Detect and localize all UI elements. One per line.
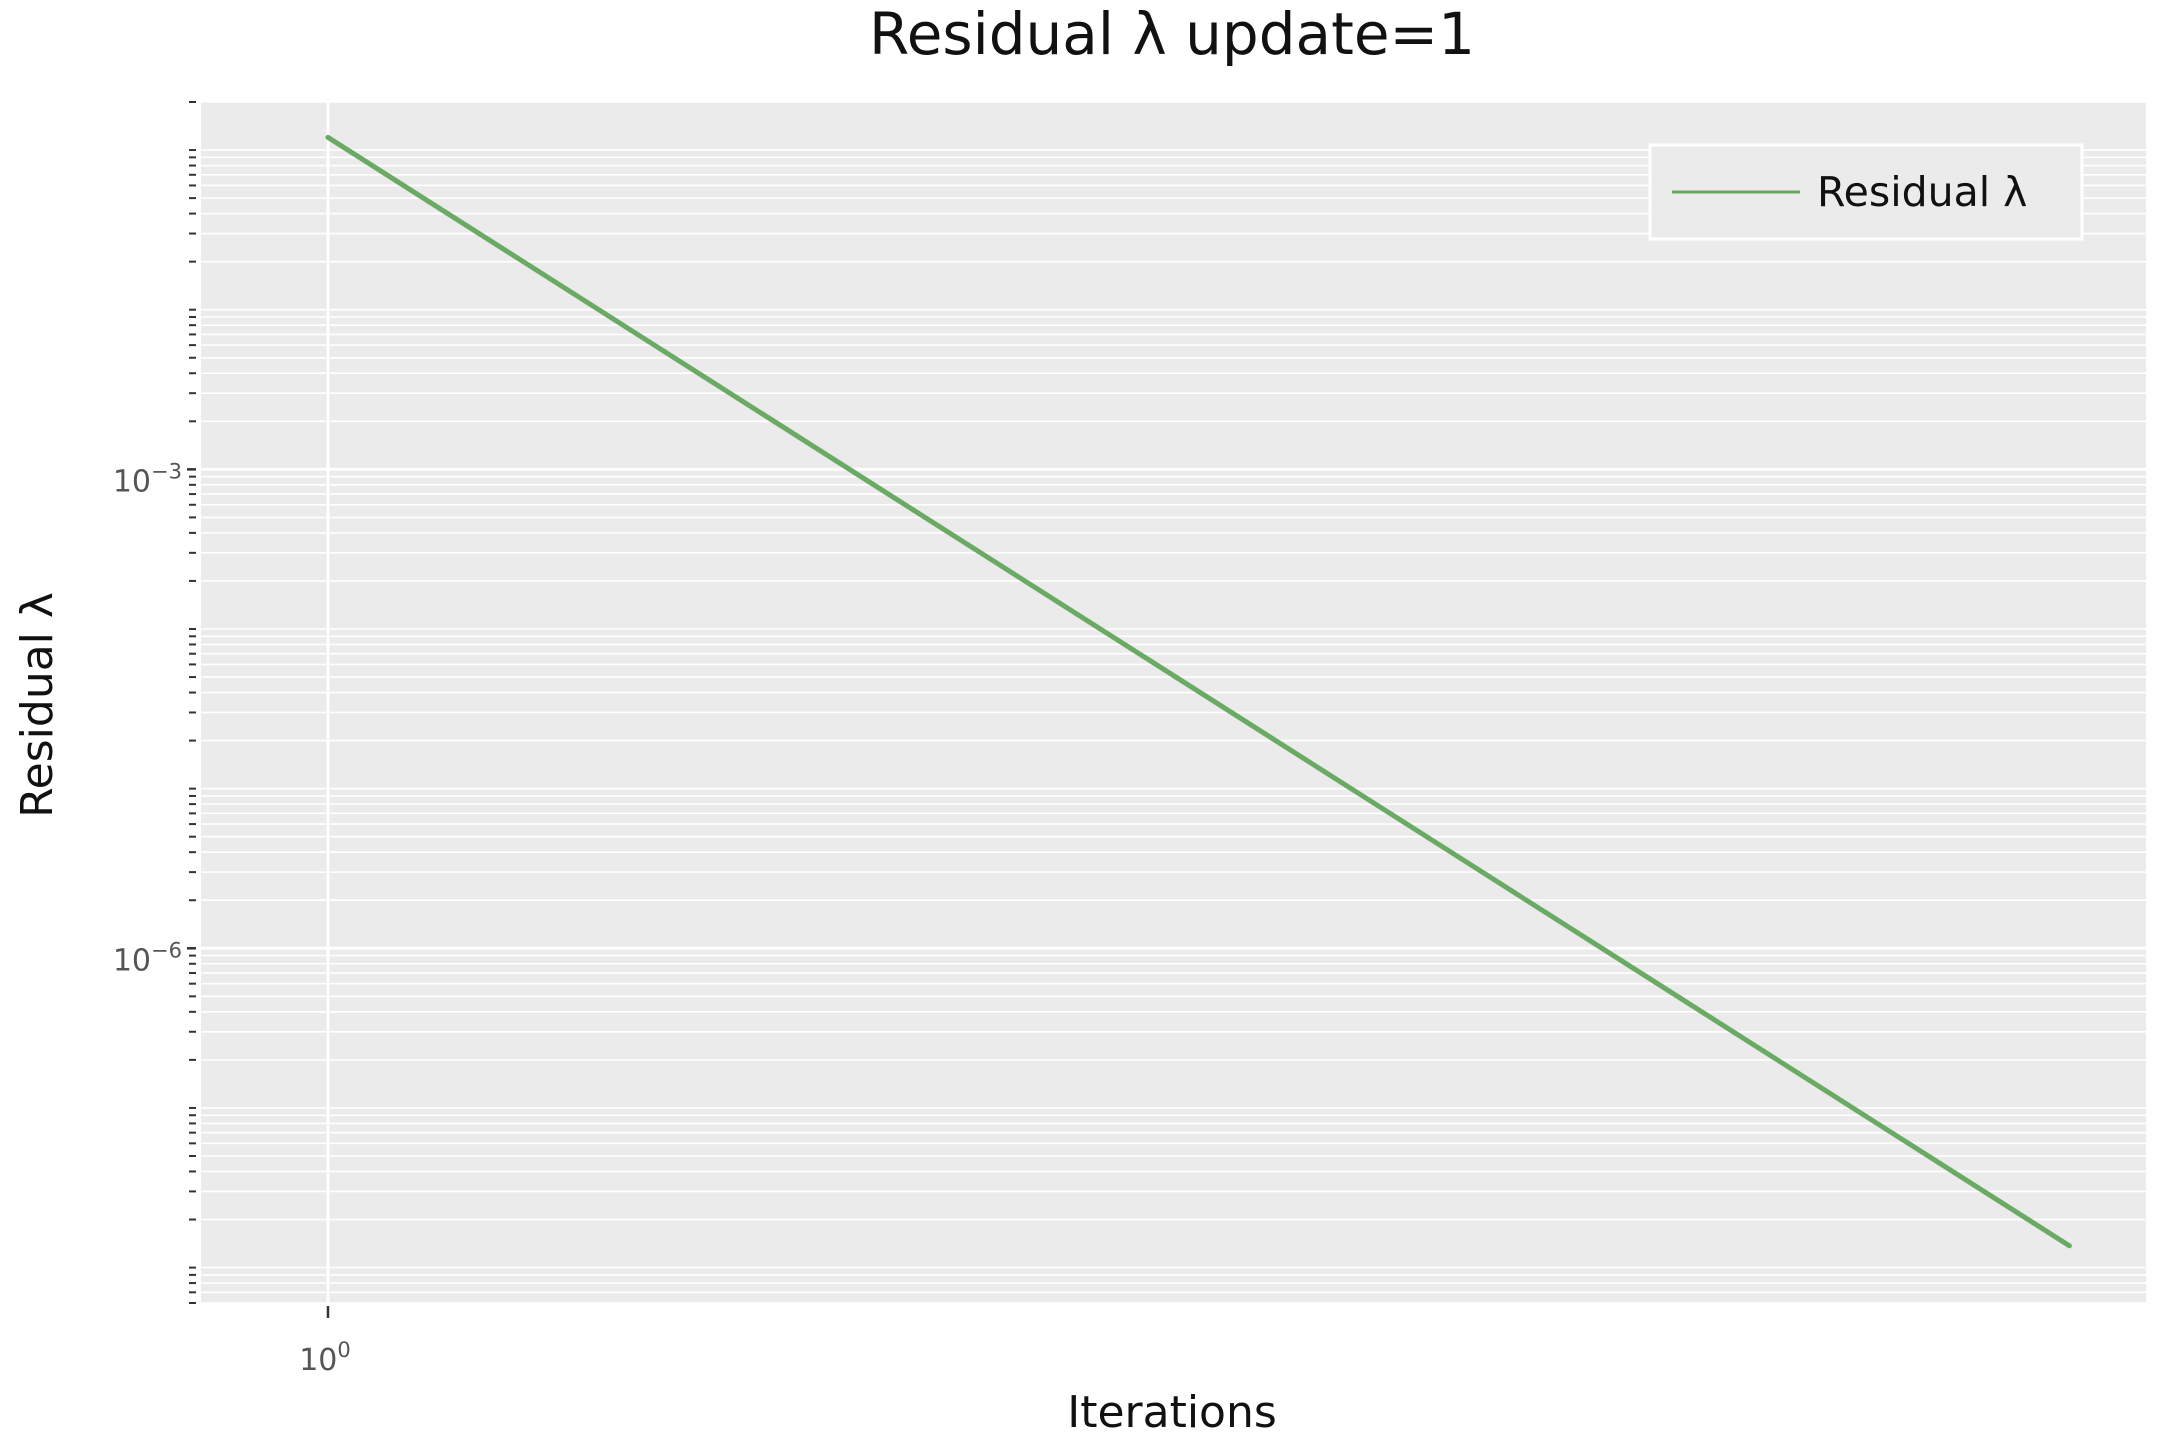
series-line [325,134,2072,1249]
y-major-ticks: 10−310−6 [113,459,196,978]
x-tick-base: 10 [299,1343,337,1378]
y-tick-base: 10 [113,943,151,978]
y-tick-label: 10−6 [113,938,182,978]
y-tick-exponent: −3 [151,459,182,483]
x-tick-label: 100 [299,1338,351,1378]
legend-label: Residual λ [1817,168,2027,216]
y-minor-ticks [189,101,196,1304]
legend: Residual λ [1648,143,2084,241]
x-tick-exponent: 0 [337,1338,350,1362]
plot-area [201,102,2146,1303]
series-layer [325,134,2072,1249]
y-tick-base: 10 [113,464,151,499]
x-axis-label: Iterations [1067,1387,1277,1438]
grid-lines [201,101,2146,1304]
chart-title: Residual λ update=1 [869,0,1475,68]
y-tick-label: 10−3 [113,459,182,499]
x-ticks: 100 [299,1306,351,1378]
y-axis-label: Residual λ [12,592,63,818]
y-tick-exponent: −6 [151,938,182,962]
